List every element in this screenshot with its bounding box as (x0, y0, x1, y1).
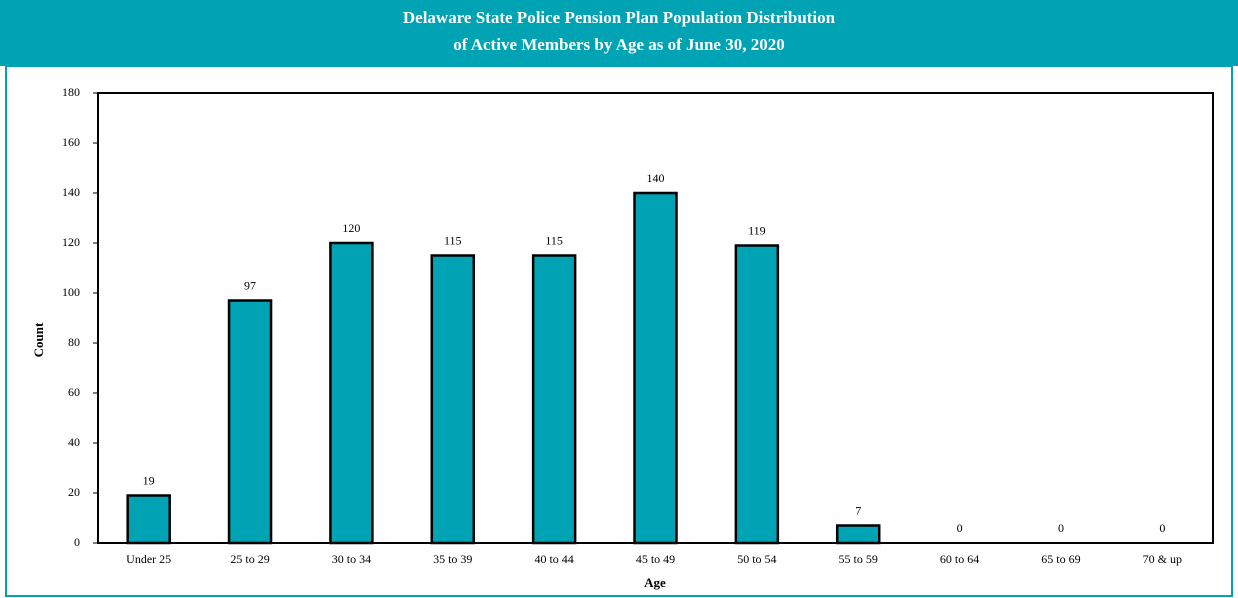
bar (633, 191, 678, 545)
y-tick-label: 180 (62, 85, 80, 99)
x-tick-label: 45 to 49 (636, 552, 675, 566)
x-tick-label: 25 to 29 (230, 552, 269, 566)
value-label: 7 (855, 503, 861, 517)
x-tick-label: 55 to 59 (839, 552, 878, 566)
header-band (0, 0, 1238, 66)
y-axis-label: Count (31, 322, 46, 357)
y-tick-label: 60 (68, 385, 80, 399)
value-label: 140 (647, 171, 665, 185)
bar (531, 254, 577, 545)
bar (126, 494, 171, 545)
y-tick-label: 40 (68, 435, 80, 449)
x-tick-label: 60 to 64 (940, 552, 979, 566)
y-tick-label: 0 (74, 535, 80, 549)
x-tick-label: 50 to 54 (737, 552, 776, 566)
y-tick-label: 80 (68, 335, 80, 349)
x-tick-label: 40 to 44 (534, 552, 573, 566)
x-tick-label: 35 to 39 (433, 552, 472, 566)
value-label: 119 (748, 223, 766, 237)
x-tick-label: 65 to 69 (1041, 552, 1080, 566)
x-tick-label: 30 to 34 (332, 552, 371, 566)
y-tick-label: 120 (62, 235, 80, 249)
y-tick-label: 100 (62, 285, 80, 299)
value-label: 0 (1058, 521, 1064, 535)
bar (835, 524, 881, 545)
value-label: 0 (1159, 521, 1165, 535)
frame (5, 65, 1233, 597)
y-tick-label: 20 (68, 485, 80, 499)
x-tick-label: Under 25 (126, 552, 171, 566)
bar (329, 241, 374, 545)
value-label: 115 (444, 233, 462, 247)
y-tick-label: 160 (62, 135, 80, 149)
chart-title: Delaware State Police Pension Plan Popul… (403, 8, 836, 27)
chart-title: of Active Members by Age as of June 30, … (453, 35, 784, 54)
bar (430, 254, 476, 545)
value-label: 120 (342, 221, 360, 235)
x-axis-label: Age (644, 575, 666, 590)
value-label: 19 (143, 473, 155, 487)
value-label: 97 (244, 278, 256, 292)
x-tick-label: 70 & up (1143, 552, 1182, 566)
bar (734, 244, 780, 545)
bar (227, 299, 273, 545)
y-tick-label: 140 (62, 185, 80, 199)
value-label: 115 (545, 233, 563, 247)
value-label: 0 (957, 521, 963, 535)
